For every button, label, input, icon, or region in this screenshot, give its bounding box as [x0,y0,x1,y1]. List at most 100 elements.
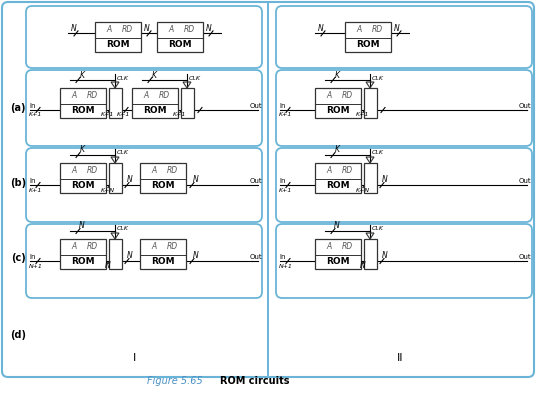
Text: II: II [397,353,403,363]
Text: N: N [127,252,133,261]
Bar [140,239,186,269]
Text: K+1: K+1 [356,112,370,118]
Text: ROM: ROM [71,257,95,266]
Text: K+1: K+1 [279,112,293,118]
Text: ROM: ROM [106,40,130,49]
Bar [140,163,186,193]
Text: In: In [280,254,286,260]
Text: CLK: CLK [117,75,129,81]
Bar [109,239,122,269]
Text: K+1: K+1 [101,112,115,118]
Text: Out: Out [250,254,262,260]
Text: A: A [71,242,77,251]
Bar [109,88,122,118]
Bar [109,163,122,193]
Text: In: In [30,103,36,109]
Bar [60,88,106,118]
Text: N: N [127,176,133,184]
Text: N: N [105,261,111,270]
Text: A: A [71,91,77,100]
Text: ROM: ROM [168,40,192,49]
Text: A: A [168,25,174,34]
Text: RD: RD [167,166,178,175]
Bar [60,239,106,269]
Text: A: A [326,91,331,100]
Text: ROM: ROM [71,106,95,115]
Text: N: N [334,222,340,231]
Text: A: A [106,25,111,34]
Text: N: N [79,222,85,231]
Text: CLK: CLK [117,226,129,231]
Text: (a): (a) [10,103,26,113]
Text: N: N [144,24,150,33]
Bar [181,88,194,118]
Text: (c): (c) [11,253,25,263]
Text: Out: Out [250,178,262,184]
Text: RD: RD [159,91,170,100]
Bar [315,163,361,193]
Text: K: K [334,70,339,79]
Text: RD: RD [184,25,195,34]
Bar [364,88,377,118]
Text: RD: RD [341,242,353,251]
Text: RD: RD [87,91,98,100]
Text: A: A [143,91,148,100]
Text: K+1: K+1 [29,187,43,193]
Text: N: N [382,176,388,184]
Text: (b): (b) [10,178,26,188]
Text: I: I [133,353,137,363]
Text: Out: Out [519,254,531,260]
Text: CLK: CLK [372,75,384,81]
Text: ROM: ROM [326,106,350,115]
Text: K: K [79,70,85,79]
Bar [95,22,141,52]
Text: K: K [152,70,157,79]
Text: ROM: ROM [71,181,95,190]
Text: N: N [360,261,366,270]
Bar [132,88,178,118]
Text: In: In [280,178,286,184]
Text: In: In [30,178,36,184]
Text: ROM: ROM [326,181,350,190]
Text: K: K [334,145,339,154]
Text: ROM: ROM [143,106,167,115]
Text: CLK: CLK [189,75,201,81]
Bar [364,239,377,269]
Text: K+N: K+N [101,187,115,193]
Text: N: N [206,24,212,33]
Text: CLK: CLK [372,226,384,231]
Text: ROM: ROM [356,40,380,49]
Text: K+1: K+1 [29,112,43,118]
Text: In: In [30,254,36,260]
Text: RD: RD [341,91,353,100]
Text: Out: Out [250,103,262,109]
Text: CLK: CLK [117,151,129,156]
Text: ROM: ROM [151,181,175,190]
Text: N: N [318,24,324,33]
Text: RD: RD [87,242,98,251]
Text: Figure 5.65: Figure 5.65 [147,376,203,386]
Text: A: A [326,242,331,251]
Text: A: A [326,166,331,175]
Text: K: K [79,145,85,154]
Text: Out: Out [519,178,531,184]
Text: ROM circuits: ROM circuits [220,376,289,386]
Bar [364,163,377,193]
Text: CLK: CLK [372,151,384,156]
Text: ROM: ROM [151,257,175,266]
Text: N: N [394,24,400,33]
Text: RD: RD [341,166,353,175]
Text: (d): (d) [10,330,26,340]
Text: K+N: K+N [356,187,370,193]
Text: Out: Out [519,103,531,109]
Bar [315,88,361,118]
Text: RD: RD [87,166,98,175]
Text: N+1: N+1 [279,263,293,268]
Text: N+1: N+1 [29,263,43,268]
Text: N: N [71,24,77,33]
Bar [60,163,106,193]
Text: K+1: K+1 [173,112,187,118]
Bar [315,239,361,269]
Text: RD: RD [371,25,383,34]
Text: A: A [71,166,77,175]
